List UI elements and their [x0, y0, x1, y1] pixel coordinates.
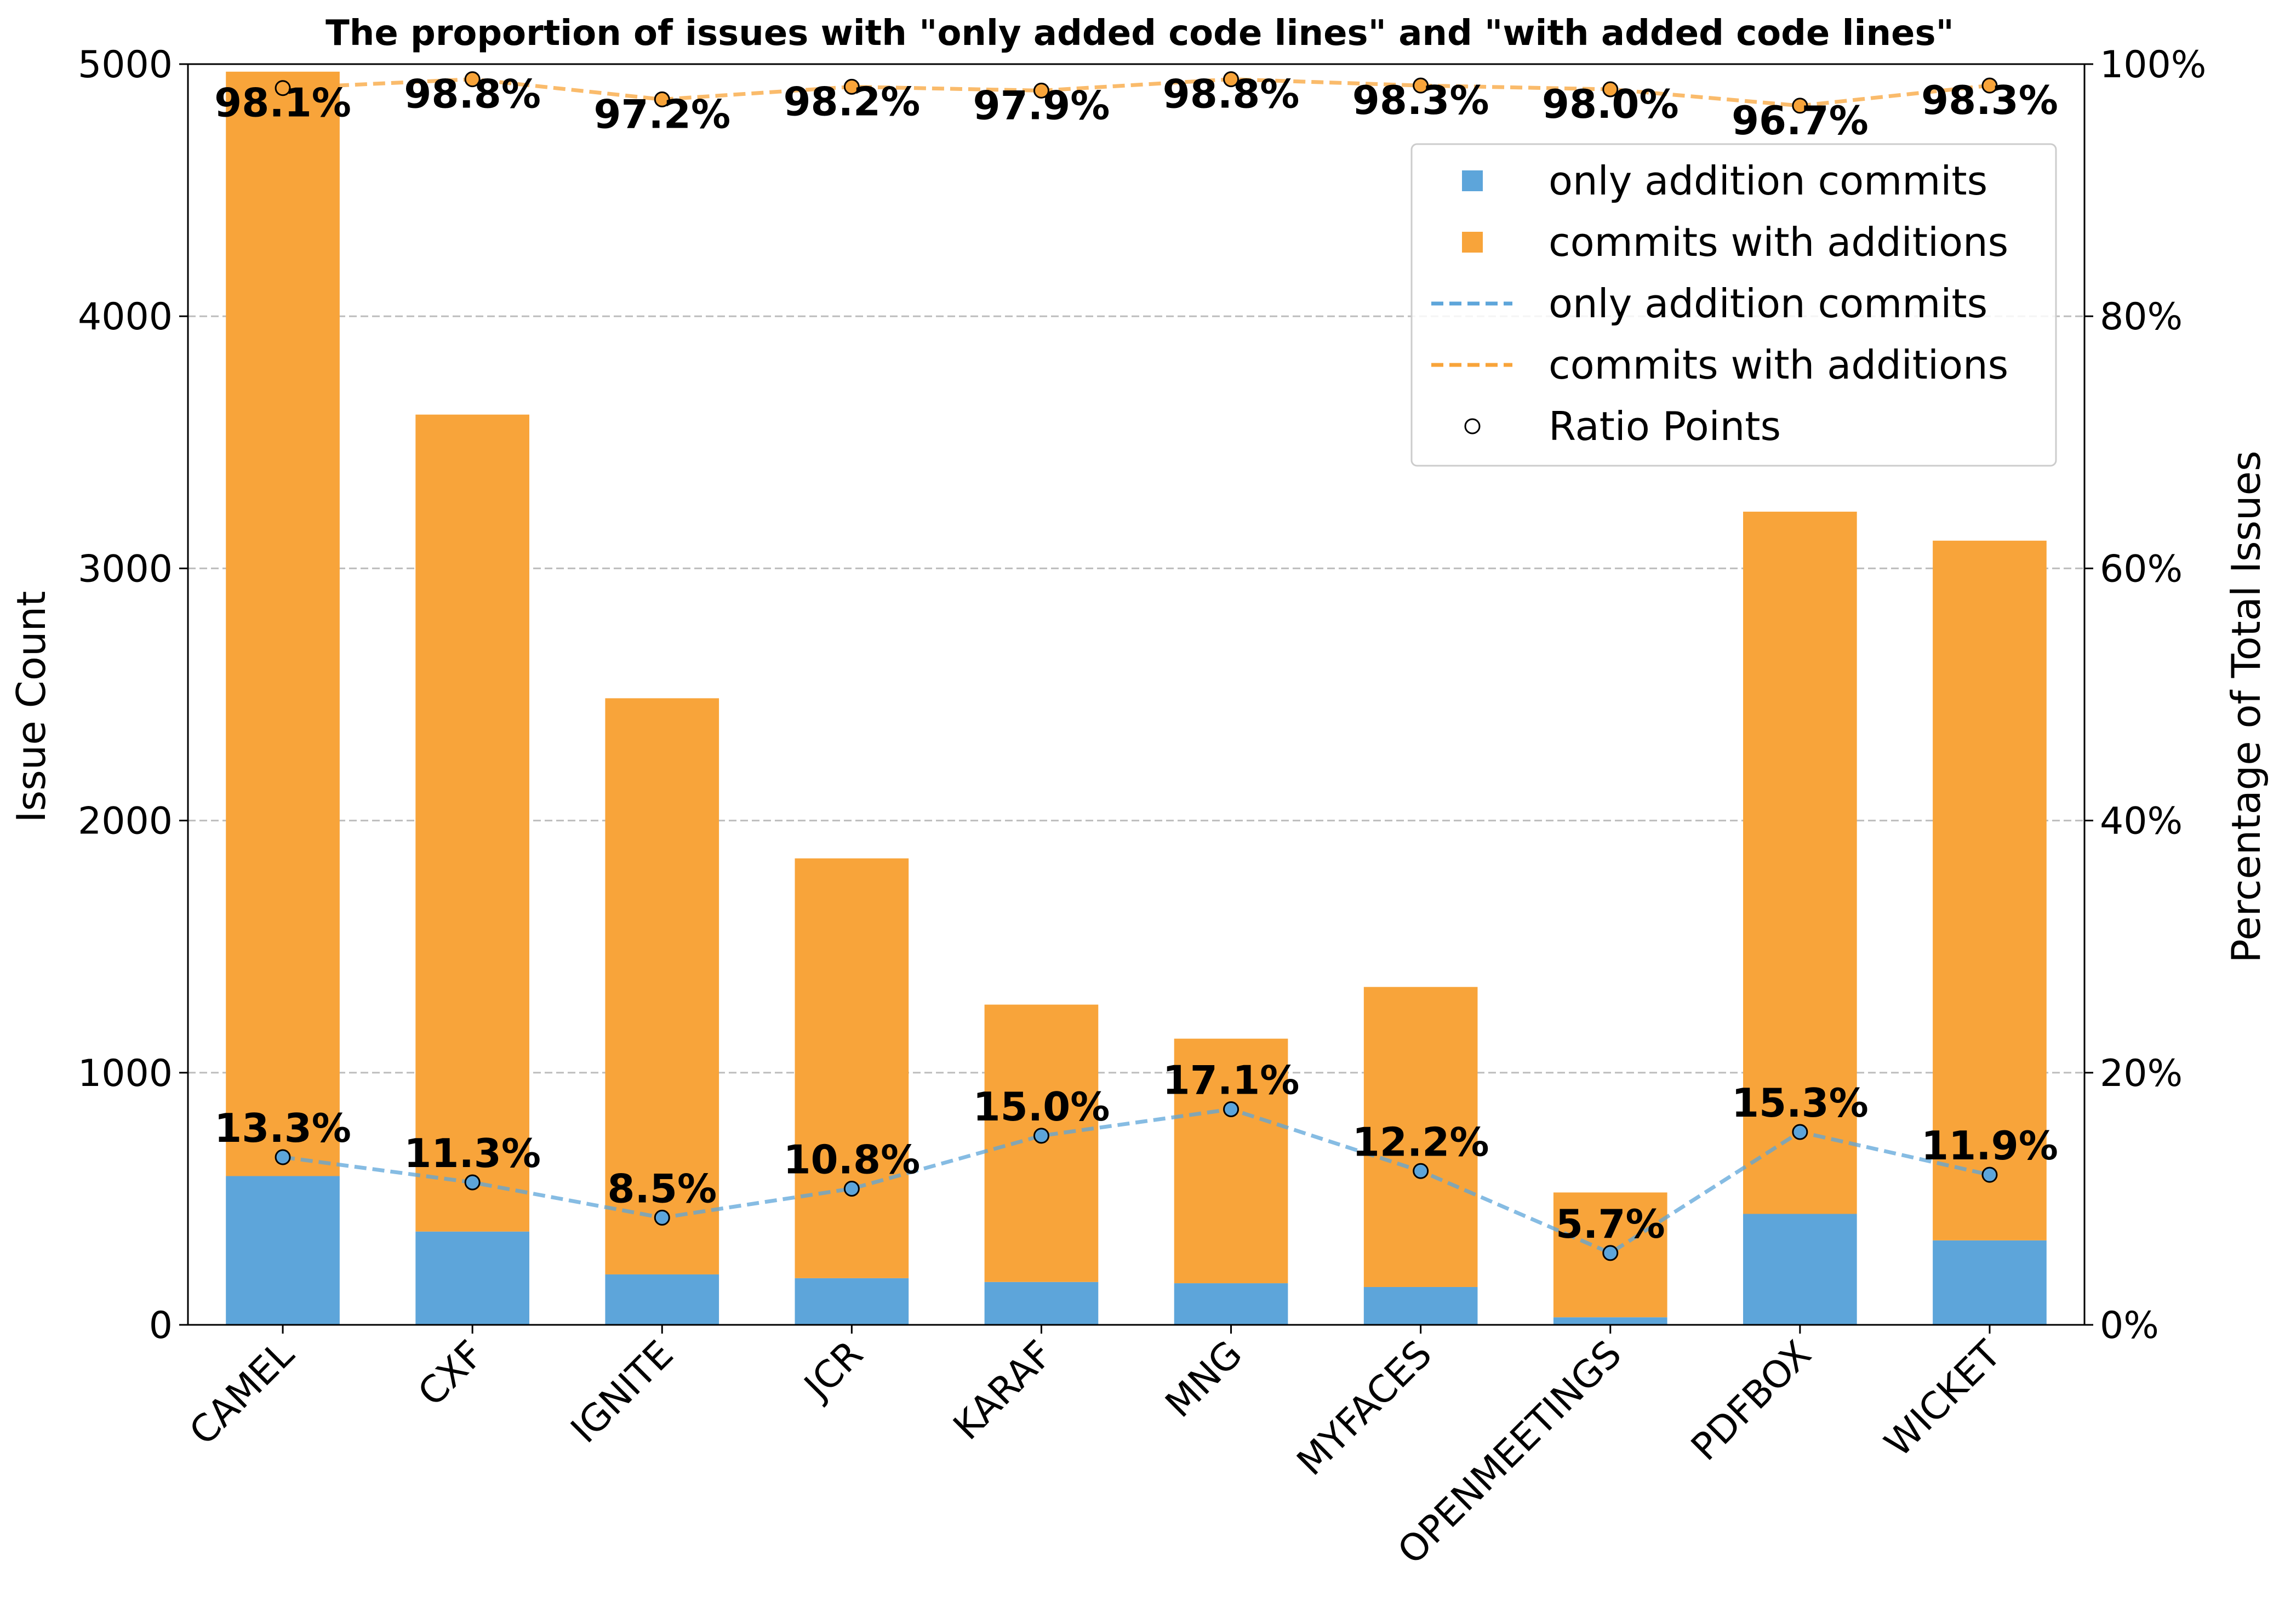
data-label-with-additions: 98.3% [1352, 77, 1489, 123]
ratio-point-with-additions [654, 91, 670, 107]
y2-tick-label: 100% [2100, 43, 2206, 87]
ratio-point-with-additions [1223, 71, 1240, 88]
data-labels: 13.3% 11.3% 8.5% 10.8% 15.0% 17.1% 12.2% 5.7% 15… [214, 71, 2058, 1247]
ratio-point-only-addition [1792, 1124, 1808, 1140]
y-tick-label: 4000 [78, 295, 173, 339]
ratio-point-only-addition [1981, 1166, 1998, 1183]
data-label-only-addition: 10.8% [783, 1136, 920, 1182]
bar-only-addition-camel [226, 1176, 340, 1325]
data-label-with-additions: 97.9% [973, 82, 1110, 128]
bar-with-additions-wicket [1933, 540, 2047, 1240]
legend-swatch [1462, 170, 1483, 191]
legend-label: only addition commits [1549, 281, 1987, 327]
y2-axis-label: Percentage of Total Issues [2223, 451, 2269, 963]
bar-only-addition-jcr [795, 1278, 909, 1325]
ratio-point-with-additions [1792, 98, 1808, 114]
legend: only addition commits commits with additi… [1410, 143, 2057, 467]
plot-border [187, 63, 2086, 1326]
bar-only-addition-mng [1174, 1283, 1288, 1325]
ratio-points [275, 71, 1998, 1261]
bar-only-addition-openmeetings [1553, 1317, 1667, 1325]
ratio-point-with-additions [1413, 77, 1429, 94]
data-label-only-addition: 5.7% [1556, 1201, 1665, 1247]
data-label-only-addition: 11.9% [1921, 1123, 2058, 1169]
bar-with-additions-pdfbox [1743, 511, 1857, 1214]
data-label-with-additions: 98.1% [214, 80, 351, 126]
bar-with-additions-cxf [415, 414, 529, 1232]
data-label-with-additions: 98.2% [783, 78, 920, 124]
bar-only-addition-pdfbox [1743, 1214, 1857, 1325]
ratio-point-with-additions [1602, 81, 1619, 98]
y2-tick-label: 0% [2100, 1304, 2159, 1347]
bar-only-addition-cxf [415, 1231, 529, 1325]
y-tick-label: 1000 [78, 1052, 173, 1095]
y-tick-label: 5000 [78, 43, 173, 87]
legend-label: Ratio Points [1549, 403, 1781, 449]
data-label-with-additions: 97.2% [593, 91, 730, 137]
ratio-point-with-additions [1981, 77, 1998, 94]
data-label-only-addition: 11.3% [404, 1130, 541, 1176]
plot-frame [187, 63, 2086, 1326]
chart-title: The proportion of issues with "only adde… [325, 13, 1954, 54]
ratio-point-only-addition [843, 1180, 860, 1197]
y2-tick-label: 80% [2100, 295, 2183, 339]
legend-box [1410, 143, 2057, 467]
ratio-point-with-additions [1033, 82, 1049, 99]
ratio-point-only-addition [1223, 1101, 1240, 1118]
legend-marker [1464, 418, 1481, 434]
data-label-only-addition: 15.3% [1732, 1080, 1869, 1126]
y2-tick-label: 40% [2100, 800, 2183, 843]
data-label-with-additions: 98.3% [1921, 77, 2058, 123]
y2-tick-label: 20% [2100, 1052, 2183, 1095]
bar-only-addition-ignite [605, 1274, 719, 1325]
y-tick-label: 3000 [78, 547, 173, 591]
bar-only-addition-wicket [1933, 1240, 2047, 1325]
bar-only-addition-karaf [984, 1282, 1099, 1325]
ratio-point-only-addition [654, 1209, 670, 1226]
data-label-only-addition: 15.0% [973, 1084, 1110, 1130]
bar-with-additions-ignite [605, 698, 719, 1274]
data-label-only-addition: 13.3% [214, 1105, 351, 1151]
ratio-point-only-addition [464, 1174, 481, 1191]
bar-with-additions-myfaces [1363, 987, 1478, 1287]
ratio-line-with-additions [282, 77, 1990, 108]
legend-label: commits with additions [1549, 342, 2008, 388]
data-label-with-additions: 96.7% [1732, 98, 1869, 144]
y-axis-label: Issue Count [8, 591, 54, 823]
bar-with-additions-jcr [795, 858, 909, 1278]
ratio-point-with-additions [843, 78, 860, 95]
ratio-point-only-addition [275, 1149, 291, 1165]
bars [226, 71, 2047, 1325]
data-label-with-additions: 98.8% [404, 71, 541, 117]
ratio-point-only-addition [1413, 1163, 1429, 1179]
data-label-only-addition: 17.1% [1163, 1057, 1300, 1103]
ratio-point-only-addition [1602, 1245, 1619, 1261]
bar-only-addition-myfaces [1363, 1286, 1478, 1325]
y-tick-label: 2000 [78, 800, 173, 843]
data-label-only-addition: 12.2% [1352, 1119, 1489, 1165]
data-label-with-additions: 98.0% [1542, 81, 1679, 127]
ratio-point-with-additions [464, 71, 481, 88]
y2-tick-label: 60% [2100, 547, 2183, 591]
y-tick-label: 0 [149, 1304, 173, 1347]
ratio-point-with-additions [275, 80, 291, 96]
ratio-line-only-addition [282, 1107, 1990, 1255]
ratio-lines [282, 77, 1990, 1255]
ratio-point-only-addition [1033, 1128, 1049, 1144]
bar-with-additions-mng [1174, 1038, 1288, 1284]
legend-label: only addition commits [1549, 158, 1987, 204]
bar-with-additions-camel [226, 71, 340, 1176]
data-label-with-additions: 98.8% [1163, 71, 1300, 117]
legend-label: commits with additions [1549, 219, 2008, 265]
legend-swatch [1462, 232, 1483, 253]
data-label-only-addition: 8.5% [607, 1165, 717, 1211]
